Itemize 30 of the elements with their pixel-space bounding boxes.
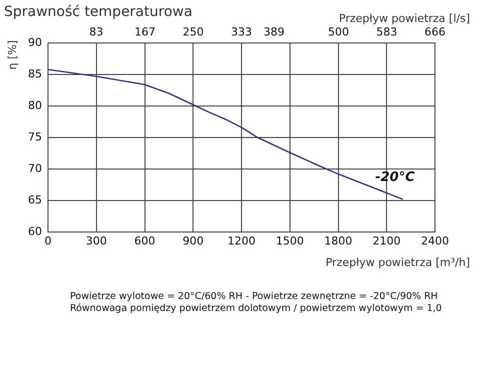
y-tick-label: 90 — [28, 36, 42, 49]
text: Równowaga pomiędzy powietrzem dolotowym / powietrzem wylotowym = 1,0 — [70, 303, 442, 314]
y-tick-label: 70 — [28, 162, 42, 175]
text: Powietrze wylotowe = 20°C/60% RH - Powietrze zewnętrzne = -20°C/90% RH — [70, 291, 438, 302]
x-tick-label: 900 — [182, 234, 204, 248]
x2-tick-label: 389 — [264, 25, 285, 38]
chart-title: Sprawność temperaturowa — [4, 4, 192, 20]
y-tick-label: 60 — [28, 224, 42, 238]
y-tick-label: 75 — [28, 130, 42, 144]
y-tick-label: 65 — [28, 193, 42, 206]
x2-tick-label: 666 — [424, 25, 446, 38]
x-tick-label: 1500 — [276, 234, 304, 248]
x-tick-label: 1200 — [228, 234, 256, 248]
x-tick-label: 300 — [86, 234, 107, 248]
x-tick-label: 2100 — [372, 234, 401, 248]
x-tick-label: 0 — [44, 234, 52, 248]
x2-tick-label: 250 — [182, 25, 204, 38]
x2-tick-label: 83 — [89, 25, 104, 38]
x-axis-title: Przepływ powietrza [m³/h] — [326, 256, 470, 269]
x2-tick-label: 167 — [134, 25, 156, 38]
y-tick-label: 85 — [28, 67, 42, 80]
x-tick-label: 600 — [134, 234, 156, 248]
x-tick-label: 2400 — [421, 234, 449, 248]
x2-tick-label: 333 — [231, 25, 252, 38]
x2-tick-label: 500 — [328, 25, 350, 38]
y-tick-label: 80 — [28, 98, 42, 112]
x2-axis-title: Przepływ powietrza [l/s] — [338, 12, 470, 25]
x-tick-label: 1800 — [324, 234, 352, 248]
y-axis-title: η [%] — [6, 40, 19, 70]
x2-tick-label: 583 — [376, 25, 398, 38]
